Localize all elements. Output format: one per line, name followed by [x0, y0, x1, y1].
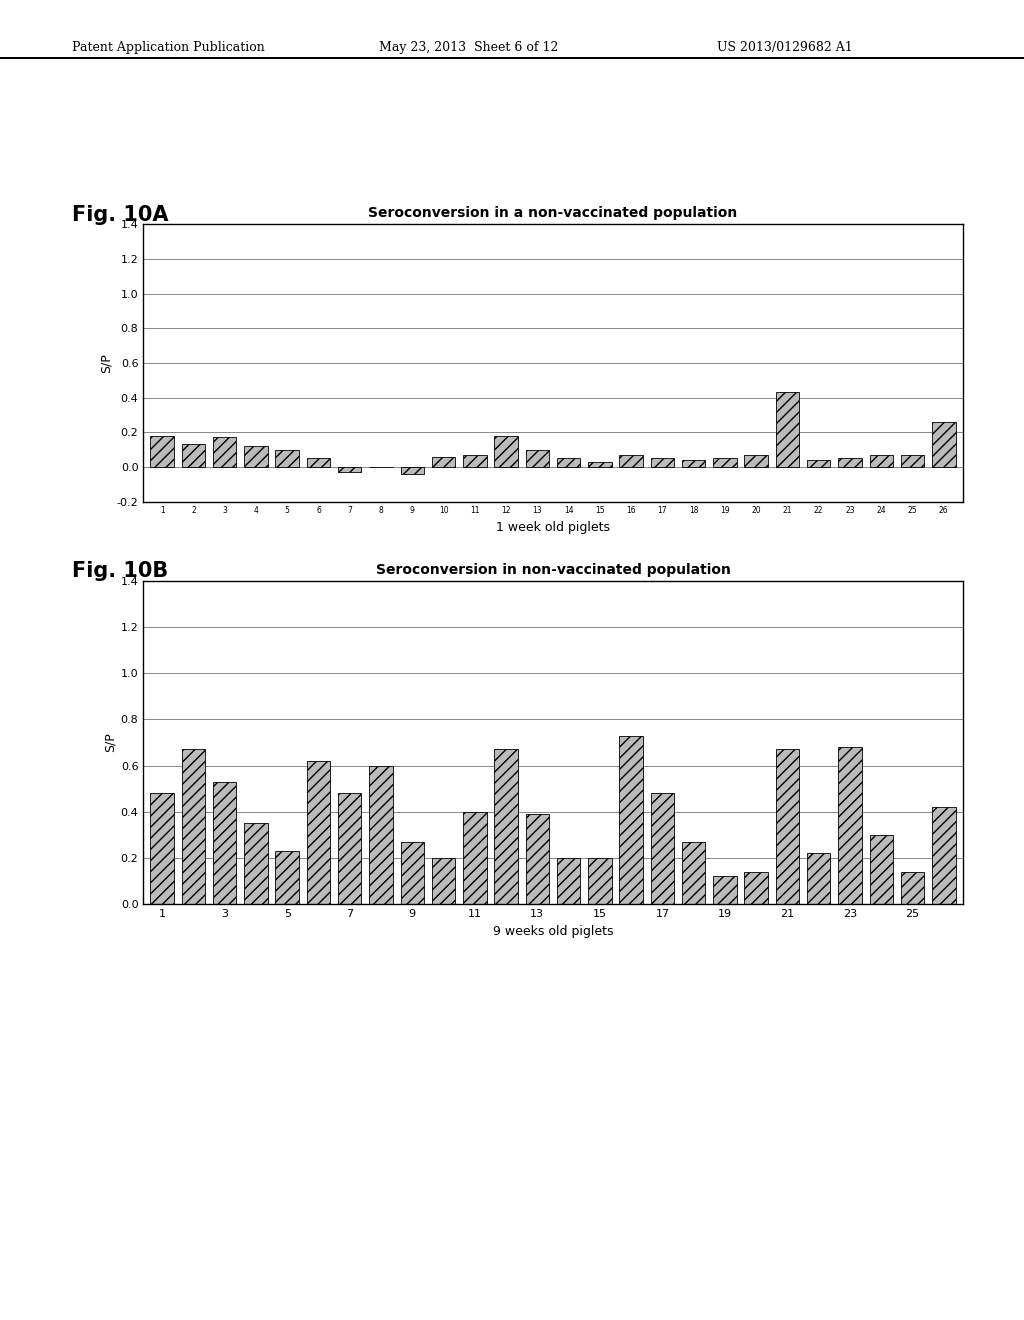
Bar [525, 814, 549, 904]
Bar [901, 871, 925, 904]
Bar [151, 793, 174, 904]
Bar [525, 450, 549, 467]
Bar [869, 455, 893, 467]
Bar [432, 457, 456, 467]
Bar [713, 458, 736, 467]
Bar [620, 735, 643, 904]
Bar [557, 858, 581, 904]
Text: May 23, 2013  Sheet 6 of 12: May 23, 2013 Sheet 6 of 12 [379, 41, 558, 54]
Bar [776, 750, 799, 904]
Y-axis label: S/P: S/P [103, 733, 117, 752]
Bar [338, 793, 361, 904]
Text: Fig. 10A: Fig. 10A [72, 205, 168, 224]
Bar [400, 842, 424, 904]
Bar [869, 836, 893, 904]
Y-axis label: S/P: S/P [99, 354, 113, 372]
Bar [275, 450, 299, 467]
Bar [713, 876, 736, 904]
Bar [244, 824, 267, 904]
Bar [495, 436, 518, 467]
Bar [682, 842, 706, 904]
Bar [213, 437, 237, 467]
Bar [370, 766, 393, 904]
Bar [744, 871, 768, 904]
Bar [807, 461, 830, 467]
Bar [682, 461, 706, 467]
Bar [839, 458, 862, 467]
X-axis label: 1 week old piglets: 1 week old piglets [496, 521, 610, 535]
Bar [650, 793, 674, 904]
Bar [400, 467, 424, 474]
Bar [213, 781, 237, 904]
Bar [932, 422, 955, 467]
Bar [181, 445, 205, 467]
Bar [776, 392, 799, 467]
Bar [588, 858, 611, 904]
Text: Fig. 10B: Fig. 10B [72, 561, 168, 581]
Bar [244, 446, 267, 467]
Bar [307, 458, 330, 467]
Title: Seroconversion in non-vaccinated population: Seroconversion in non-vaccinated populat… [376, 562, 730, 577]
Bar [463, 812, 486, 904]
Bar [744, 455, 768, 467]
Bar [588, 462, 611, 467]
Bar [932, 807, 955, 904]
Bar [151, 436, 174, 467]
Bar [181, 750, 205, 904]
Text: US 2013/0129682 A1: US 2013/0129682 A1 [717, 41, 853, 54]
Bar [620, 455, 643, 467]
Bar [307, 760, 330, 904]
X-axis label: 9 weeks old piglets: 9 weeks old piglets [493, 924, 613, 937]
Bar [275, 851, 299, 904]
Bar [557, 458, 581, 467]
Bar [650, 458, 674, 467]
Title: Seroconversion in a non-vaccinated population: Seroconversion in a non-vaccinated popul… [369, 206, 737, 220]
Bar [901, 455, 925, 467]
Bar [338, 467, 361, 473]
Text: Patent Application Publication: Patent Application Publication [72, 41, 264, 54]
Bar [463, 455, 486, 467]
Bar [839, 747, 862, 904]
Bar [432, 858, 456, 904]
Bar [495, 750, 518, 904]
Bar [807, 854, 830, 904]
